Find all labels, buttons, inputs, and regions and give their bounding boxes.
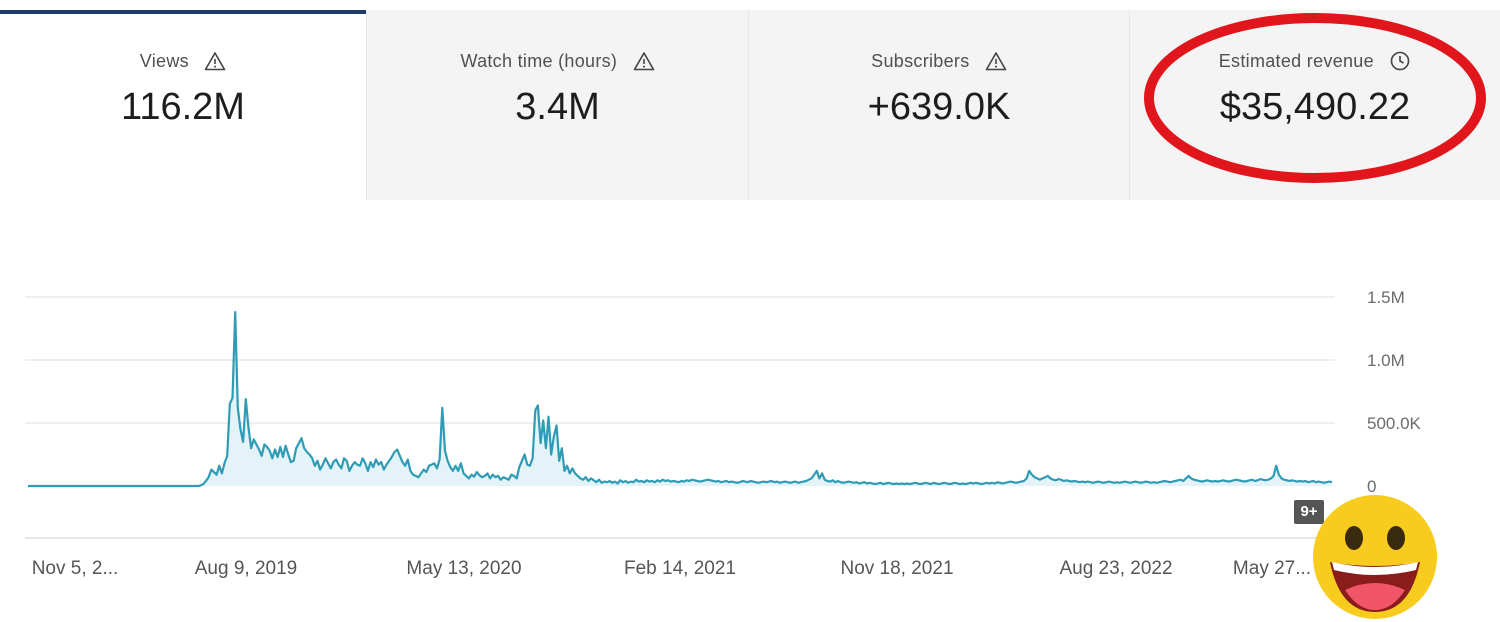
y-tick-label: 1.0M (1367, 351, 1405, 370)
metric-tabs: Views 116.2M Watch time (hours) 3.4M Sub… (0, 10, 1500, 200)
views-label: Views (139, 50, 189, 71)
tab-label: Estimated revenue (1130, 50, 1500, 72)
watch-time-label: Watch time (hours) (460, 50, 618, 71)
y-tick-label: 1.5M (1367, 288, 1405, 307)
series-area (28, 312, 1332, 486)
x-tick-label: Nov 5, 2... (32, 558, 119, 579)
subscribers-value: +639.0K (867, 86, 1011, 128)
warning-icon[interactable] (204, 51, 226, 71)
tab-estimated-revenue[interactable]: Estimated revenue $35,490.22 (1130, 10, 1500, 200)
subscribers-label: Subscribers (871, 50, 970, 71)
x-tick-label: Aug 9, 2019 (195, 558, 297, 579)
tab-views[interactable]: Views 116.2M (0, 10, 367, 200)
series-line (28, 311, 1333, 488)
y-tick-label: 0 (1367, 477, 1376, 496)
estimated-revenue-value: $35,490.22 (1219, 86, 1411, 128)
estimated-revenue-label: Estimated revenue (1218, 50, 1374, 71)
y-tick-label: 500.0K (1367, 414, 1422, 433)
views-value: 116.2M (121, 86, 245, 128)
tab-watch-time[interactable]: Watch time (hours) 3.4M (367, 10, 749, 200)
tab-label: Watch time (hours) (367, 50, 748, 72)
tab-subscribers[interactable]: Subscribers +639.0K (749, 10, 1130, 200)
warning-icon[interactable] (985, 51, 1007, 71)
views-line-chart: 1.5M 1.0M 500.0K 0 Nov 5, 2... Aug 9, 2019 May… (25, 288, 1422, 579)
watch-time-value: 3.4M (515, 86, 600, 128)
warning-icon[interactable] (633, 51, 655, 71)
notification-badge: 9+ (1294, 500, 1324, 524)
x-tick-label: May 13, 2020 (406, 558, 521, 579)
clock-icon[interactable] (1389, 50, 1411, 72)
x-tick-label: Nov 18, 2021 (840, 558, 953, 579)
x-tick-label: Feb 14, 2021 (624, 558, 736, 579)
tab-label: Views (0, 50, 366, 72)
selected-tab-indicator (0, 10, 366, 14)
x-tick-label: Aug 23, 2022 (1059, 558, 1172, 579)
x-tick-label: May 27... (1233, 558, 1311, 579)
tab-label: Subscribers (749, 50, 1129, 72)
